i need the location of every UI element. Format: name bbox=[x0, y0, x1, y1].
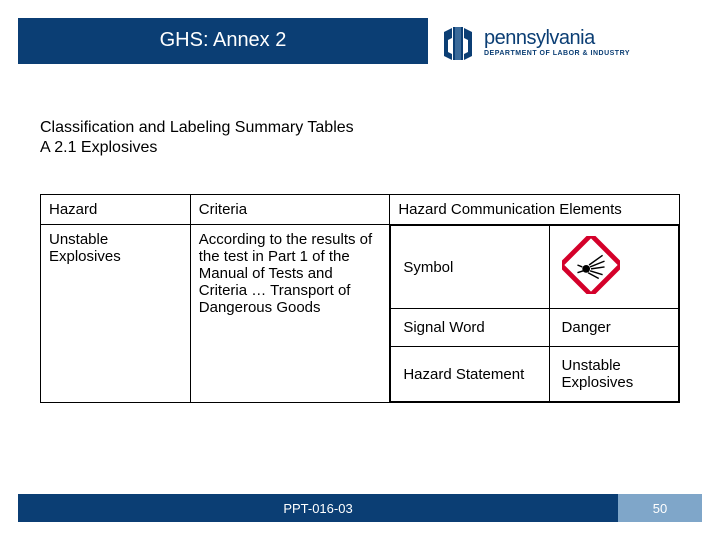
symbol-label: Symbol bbox=[391, 226, 549, 309]
cell-hazard: Unstable Explosives bbox=[41, 225, 191, 403]
title-underline bbox=[18, 62, 428, 64]
footer-page: 50 bbox=[618, 494, 702, 522]
comm-row-statement: Hazard Statement Unstable Explosives bbox=[391, 347, 679, 402]
comm-row-signal: Signal Word Danger bbox=[391, 309, 679, 347]
symbol-pictogram-cell bbox=[549, 226, 678, 309]
footer-bar: PPT-016-03 50 bbox=[18, 494, 702, 522]
comm-inner-table: Symbol Signal Word bbox=[390, 225, 679, 402]
subtitle-block: Classification and Labeling Summary Tabl… bbox=[40, 118, 400, 158]
title-bar: GHS: Annex 2 bbox=[18, 18, 428, 62]
stmt-label: Hazard Statement bbox=[391, 347, 549, 402]
logo-sub-text: DEPARTMENT OF LABOR & INDUSTRY bbox=[484, 50, 630, 57]
stmt-value: Unstable Explosives bbox=[549, 347, 678, 402]
header-comm: Hazard Communication Elements bbox=[390, 195, 680, 225]
comm-row-symbol: Symbol bbox=[391, 226, 679, 309]
logo-main-text: pennsylvania bbox=[484, 28, 630, 48]
header-hazard: Hazard bbox=[41, 195, 191, 225]
title-text: GHS: Annex 2 bbox=[160, 29, 287, 52]
keystone-icon bbox=[438, 22, 478, 62]
signal-label: Signal Word bbox=[391, 309, 549, 347]
signal-value: Danger bbox=[549, 309, 678, 347]
table-header-row: Hazard Criteria Hazard Communication Ele… bbox=[41, 195, 680, 225]
subtitle-line1: Classification and Labeling Summary Tabl… bbox=[40, 118, 400, 138]
subtitle-line2: A 2.1 Explosives bbox=[40, 138, 400, 158]
table-row: Unstable Explosives According to the res… bbox=[41, 225, 680, 403]
explosive-pictogram-icon bbox=[562, 236, 620, 294]
logo-area: pennsylvania DEPARTMENT OF LABOR & INDUS… bbox=[438, 18, 702, 66]
logo-text: pennsylvania DEPARTMENT OF LABOR & INDUS… bbox=[484, 28, 630, 57]
classification-table: Hazard Criteria Hazard Communication Ele… bbox=[40, 194, 680, 403]
header-criteria: Criteria bbox=[190, 195, 390, 225]
cell-comm: Symbol Signal Word bbox=[390, 225, 680, 403]
footer-ref: PPT-016-03 bbox=[18, 494, 618, 522]
cell-criteria: According to the results of the test in … bbox=[190, 225, 390, 403]
